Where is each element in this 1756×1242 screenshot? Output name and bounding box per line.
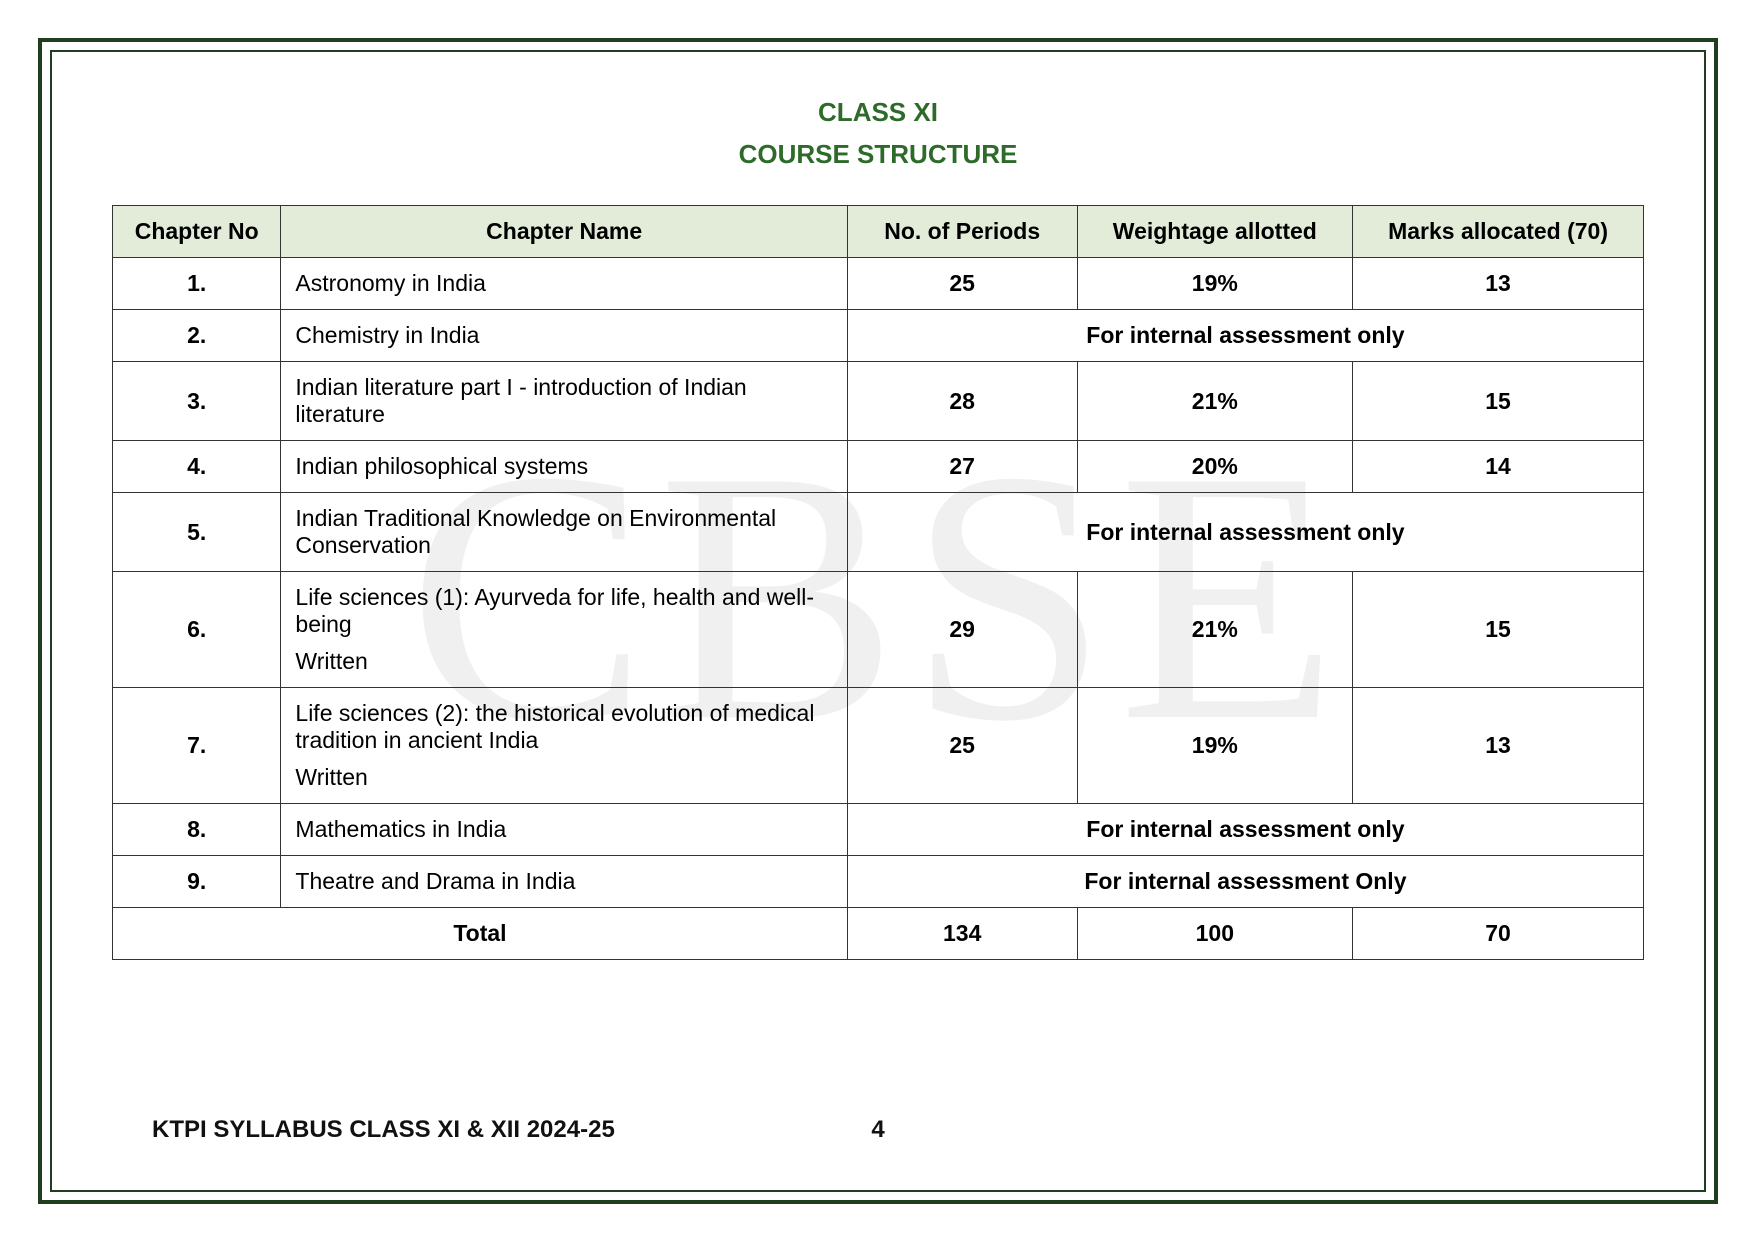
cell-periods: 25	[847, 258, 1077, 310]
cell-chapter-no: 2.	[113, 310, 281, 362]
cell-chapter-name: Indian literature part I - introduction …	[281, 362, 847, 441]
cell-chapter-no: 1.	[113, 258, 281, 310]
table-row: 7. Life sciences (2): the historical evol…	[113, 688, 1644, 804]
table-row: 3. Indian literature part I - introductio…	[113, 362, 1644, 441]
cell-marks: 14	[1353, 441, 1644, 493]
cell-weight: 21%	[1077, 572, 1353, 688]
table-row: 5. Indian Traditional Knowledge on Enviro…	[113, 493, 1644, 572]
cell-chapter-no: 9.	[113, 856, 281, 908]
footer-page-number: 4	[871, 1116, 884, 1144]
cell-marks: 13	[1353, 688, 1644, 804]
title-line-1: CLASS XI	[112, 92, 1644, 134]
chapter-name-text: Indian literature part I - introduction …	[295, 374, 832, 428]
total-label: Total	[113, 908, 848, 960]
cell-chapter-no: 5.	[113, 493, 281, 572]
chapter-name-text: Indian philosophical systems	[295, 453, 832, 480]
col-header-chapter-name: Chapter Name	[281, 206, 847, 258]
cell-periods: 27	[847, 441, 1077, 493]
cell-chapter-name: Mathematics in India	[281, 804, 847, 856]
inner-frame: CBSE CLASS XI COURSE STRUCTURE Chapter N…	[50, 50, 1706, 1192]
cell-chapter-no: 8.	[113, 804, 281, 856]
table-row: 4. Indian philosophical systems 2720%14	[113, 441, 1644, 493]
total-weight: 100	[1077, 908, 1353, 960]
chapter-name-text: Life sciences (2): the historical evolut…	[295, 700, 832, 754]
col-header-chapter-no: Chapter No	[113, 206, 281, 258]
cell-chapter-name: Life sciences (1): Ayurveda for life, he…	[281, 572, 847, 688]
table-row: 9. Theatre and Drama in India For internal…	[113, 856, 1644, 908]
title-line-2: COURSE STRUCTURE	[112, 134, 1644, 176]
cell-chapter-name: Astronomy in India	[281, 258, 847, 310]
chapter-name-text: Indian Traditional Knowledge on Environm…	[295, 505, 832, 559]
cell-periods: 29	[847, 572, 1077, 688]
outer-frame: CBSE CLASS XI COURSE STRUCTURE Chapter N…	[38, 38, 1718, 1204]
cell-internal-assessment: For internal assessment Only	[847, 856, 1643, 908]
total-periods: 134	[847, 908, 1077, 960]
table-row: 6. Life sciences (1): Ayurveda for life, …	[113, 572, 1644, 688]
table-row: 1. Astronomy in India 2519%13	[113, 258, 1644, 310]
cell-chapter-name: Indian Traditional Knowledge on Environm…	[281, 493, 847, 572]
cell-chapter-name: Chemistry in India	[281, 310, 847, 362]
cell-weight: 20%	[1077, 441, 1353, 493]
col-header-periods: No. of Periods	[847, 206, 1077, 258]
chapter-name-text: Life sciences (1): Ayurveda for life, he…	[295, 584, 832, 638]
cell-marks: 15	[1353, 572, 1644, 688]
table-total-row: Total13410070	[113, 908, 1644, 960]
cell-internal-assessment: For internal assessment only	[847, 493, 1643, 572]
cell-marks: 13	[1353, 258, 1644, 310]
table-header-row: Chapter No Chapter Name No. of Periods W…	[113, 206, 1644, 258]
cell-weight: 19%	[1077, 688, 1353, 804]
title-block: CLASS XI COURSE STRUCTURE	[112, 92, 1644, 175]
cell-chapter-no: 7.	[113, 688, 281, 804]
cell-chapter-no: 6.	[113, 572, 281, 688]
cell-periods: 25	[847, 688, 1077, 804]
cell-chapter-no: 4.	[113, 441, 281, 493]
chapter-name-text: Theatre and Drama in India	[295, 868, 832, 895]
table-body: 1.Astronomy in India2519%132.Chemistry i…	[113, 258, 1644, 960]
chapter-name-subtext: Written	[295, 764, 832, 791]
course-structure-table: Chapter No Chapter Name No. of Periods W…	[112, 205, 1644, 960]
cell-internal-assessment: For internal assessment only	[847, 804, 1643, 856]
cell-weight: 19%	[1077, 258, 1353, 310]
col-header-weightage: Weightage allotted	[1077, 206, 1353, 258]
total-marks: 70	[1353, 908, 1644, 960]
col-header-marks: Marks allocated (70)	[1353, 206, 1644, 258]
cell-chapter-name: Life sciences (2): the historical evolut…	[281, 688, 847, 804]
footer-text: KTPI SYLLABUS CLASS XI & XII 2024-25	[152, 1116, 615, 1144]
chapter-name-text: Astronomy in India	[295, 270, 832, 297]
cell-marks: 15	[1353, 362, 1644, 441]
cell-periods: 28	[847, 362, 1077, 441]
chapter-name-subtext: Written	[295, 648, 832, 675]
chapter-name-text: Chemistry in India	[295, 322, 832, 349]
cell-internal-assessment: For internal assessment only	[847, 310, 1643, 362]
cell-weight: 21%	[1077, 362, 1353, 441]
cell-chapter-no: 3.	[113, 362, 281, 441]
cell-chapter-name: Indian philosophical systems	[281, 441, 847, 493]
table-row: 8. Mathematics in India For internal asses…	[113, 804, 1644, 856]
chapter-name-text: Mathematics in India	[295, 816, 832, 843]
cell-chapter-name: Theatre and Drama in India	[281, 856, 847, 908]
table-row: 2. Chemistry in India For internal assessm…	[113, 310, 1644, 362]
